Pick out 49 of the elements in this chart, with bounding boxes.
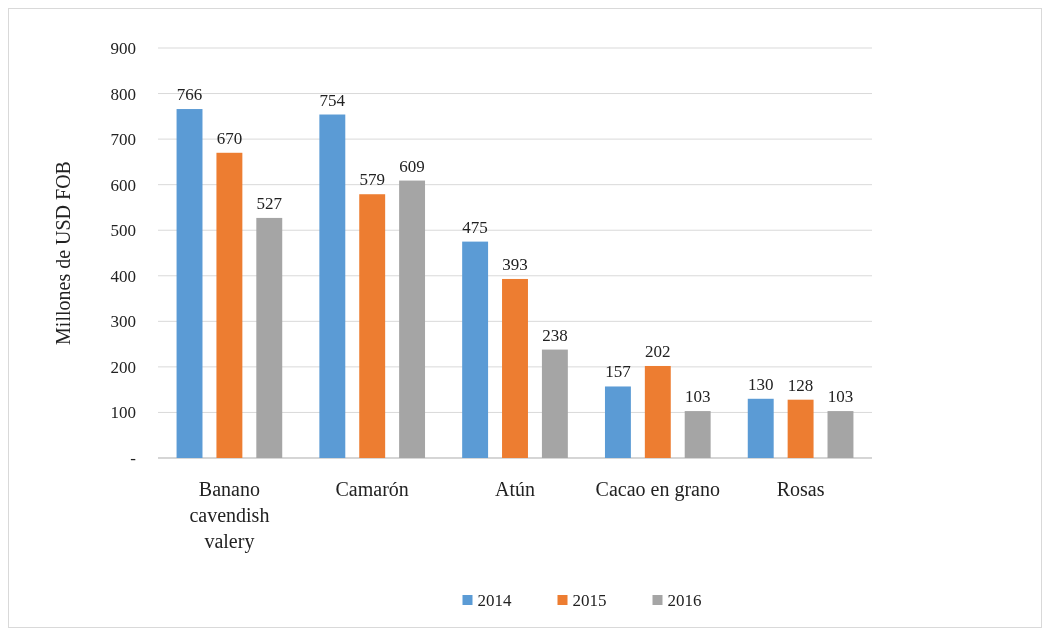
y-tick-label: 600	[110, 175, 136, 195]
bar	[604, 386, 631, 458]
bar	[216, 152, 243, 458]
data-label: 157	[605, 362, 632, 382]
y-tick-label: 700	[110, 130, 136, 150]
y-tick-label: -	[130, 448, 137, 468]
bar	[747, 398, 774, 458]
data-label: 754	[319, 90, 346, 110]
data-label: 202	[645, 341, 671, 361]
bar	[256, 217, 283, 458]
x-tick-label: Banano cavendish valery	[189, 478, 270, 553]
x-tick-label: Camarón	[335, 478, 409, 500]
data-label: 766	[176, 85, 203, 105]
legend-label: 2015	[572, 590, 607, 610]
bar	[502, 278, 528, 458]
data-label: 527	[256, 193, 283, 213]
y-tick-label: 900	[110, 38, 136, 58]
bar	[462, 241, 489, 458]
bar	[787, 399, 814, 458]
y-tick-label: 100	[110, 403, 136, 423]
bar	[541, 349, 568, 458]
x-tick-label: Rosas	[776, 478, 825, 500]
legend-label: 2016	[667, 590, 702, 610]
bar	[644, 365, 671, 458]
data-label: 103	[684, 387, 711, 407]
x-tick-label: Cacao en grano	[595, 478, 720, 501]
data-label: 609	[399, 156, 425, 176]
y-tick-label: 500	[110, 221, 136, 241]
data-label: 670	[216, 128, 243, 148]
y-axis-title: Millones de USD FOB	[52, 161, 74, 345]
data-label: 393	[502, 254, 528, 274]
data-label: 238	[542, 325, 568, 345]
data-label: 579	[359, 170, 385, 190]
y-tick-label: 300	[110, 312, 136, 332]
bar	[399, 180, 426, 458]
data-label: 130	[747, 374, 774, 394]
data-label: 103	[827, 387, 854, 407]
data-label: 128	[787, 375, 814, 395]
bar	[684, 411, 711, 458]
bar	[176, 109, 203, 458]
bar	[827, 411, 854, 458]
y-tick-label: 800	[110, 84, 136, 104]
x-tick-label: Atún	[495, 478, 535, 500]
bar	[319, 114, 346, 458]
y-tick-label: 200	[110, 357, 136, 377]
data-label: 475	[462, 217, 488, 237]
y-tick-label: 400	[110, 266, 136, 286]
bar	[359, 194, 386, 458]
legend-label: 2014	[477, 590, 512, 610]
